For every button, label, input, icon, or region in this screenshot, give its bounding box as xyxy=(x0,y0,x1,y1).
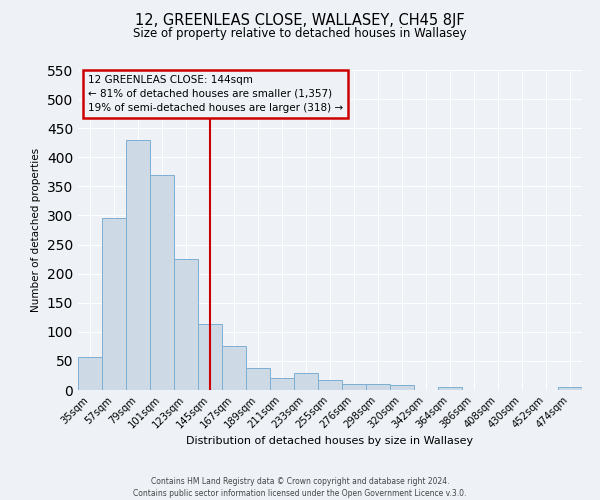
Bar xyxy=(294,373,318,390)
Bar xyxy=(78,357,102,390)
Bar xyxy=(126,140,150,390)
Bar xyxy=(366,384,390,390)
Text: Contains HM Land Registry data © Crown copyright and database right 2024.
Contai: Contains HM Land Registry data © Crown c… xyxy=(133,476,467,498)
Bar xyxy=(318,380,342,390)
Y-axis label: Number of detached properties: Number of detached properties xyxy=(31,148,41,312)
Text: 12 GREENLEAS CLOSE: 144sqm
← 81% of detached houses are smaller (1,357)
19% of s: 12 GREENLEAS CLOSE: 144sqm ← 81% of deta… xyxy=(88,75,343,113)
Bar xyxy=(390,385,414,390)
Bar xyxy=(174,259,198,390)
Bar xyxy=(102,218,126,390)
Bar xyxy=(342,384,366,390)
Bar xyxy=(246,368,270,390)
Bar xyxy=(222,346,246,390)
Bar xyxy=(150,174,174,390)
X-axis label: Distribution of detached houses by size in Wallasey: Distribution of detached houses by size … xyxy=(187,436,473,446)
Bar xyxy=(270,378,294,390)
Bar xyxy=(198,324,222,390)
Text: 12, GREENLEAS CLOSE, WALLASEY, CH45 8JF: 12, GREENLEAS CLOSE, WALLASEY, CH45 8JF xyxy=(135,12,465,28)
Bar xyxy=(438,387,462,390)
Text: Size of property relative to detached houses in Wallasey: Size of property relative to detached ho… xyxy=(133,28,467,40)
Bar xyxy=(558,387,582,390)
